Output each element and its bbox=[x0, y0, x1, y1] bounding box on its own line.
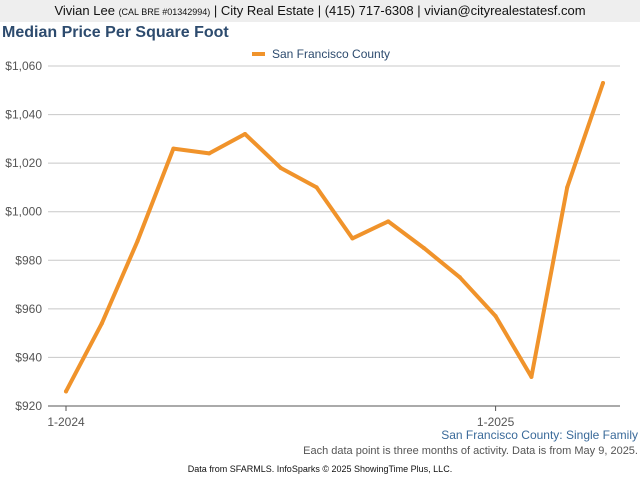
data-point bbox=[422, 246, 426, 251]
y-tick-label: $960 bbox=[15, 302, 42, 316]
legend-swatch bbox=[252, 51, 265, 56]
data-point bbox=[493, 314, 498, 319]
data-point bbox=[243, 132, 247, 136]
x-tick-label: 1-2025 bbox=[477, 415, 515, 429]
data-point bbox=[64, 389, 68, 394]
y-tick-label: $920 bbox=[15, 399, 42, 413]
agent-license: (CAL BRE #01342994) bbox=[118, 7, 211, 17]
data-point bbox=[386, 219, 391, 224]
data-point bbox=[135, 238, 140, 243]
y-tick-label: $1,060 bbox=[5, 59, 42, 73]
x-tick-label: 1-2024 bbox=[47, 415, 85, 429]
agent-header: Vivian Lee (CAL BRE #01342994) | City Re… bbox=[0, 0, 640, 22]
data-point bbox=[278, 166, 283, 170]
y-tick-label: $1,040 bbox=[5, 108, 42, 122]
y-tick-label: $980 bbox=[15, 253, 42, 267]
data-point bbox=[207, 151, 212, 156]
data-point bbox=[350, 236, 355, 241]
chart-title: Median Price Per Square Foot bbox=[2, 24, 229, 41]
y-tick-label: $940 bbox=[15, 350, 42, 364]
x-axis: 1-2024 1-2025 bbox=[47, 405, 620, 429]
data-point bbox=[314, 185, 319, 190]
series-caption: San Francisco County: Single Family bbox=[441, 428, 638, 442]
series-layer bbox=[64, 81, 605, 394]
data-point bbox=[601, 81, 605, 85]
agent-contact: | City Real Estate | (415) 717-6308 | vi… bbox=[213, 3, 586, 18]
data-point bbox=[565, 185, 570, 190]
series-line bbox=[64, 81, 605, 394]
data-point bbox=[99, 321, 104, 326]
data-note: Each data point is three months of activ… bbox=[303, 445, 638, 457]
data-point bbox=[529, 374, 534, 379]
data-source: Data from SFARMLS. InfoSparks © 2025 Sho… bbox=[187, 464, 453, 474]
chart-legend[interactable]: San Francisco County bbox=[252, 46, 390, 62]
y-tick-label: $1,020 bbox=[5, 156, 42, 170]
data-point bbox=[171, 146, 176, 151]
agent-name: Vivian Lee bbox=[54, 3, 115, 18]
y-tick-label: $1,000 bbox=[5, 205, 42, 219]
legend-label: San Francisco County bbox=[272, 47, 391, 61]
y-axis-ticks: $920 $940 $960 $980 $1,000 $1,020 $1,040 $1,060 bbox=[5, 59, 42, 413]
data-point bbox=[457, 275, 462, 280]
